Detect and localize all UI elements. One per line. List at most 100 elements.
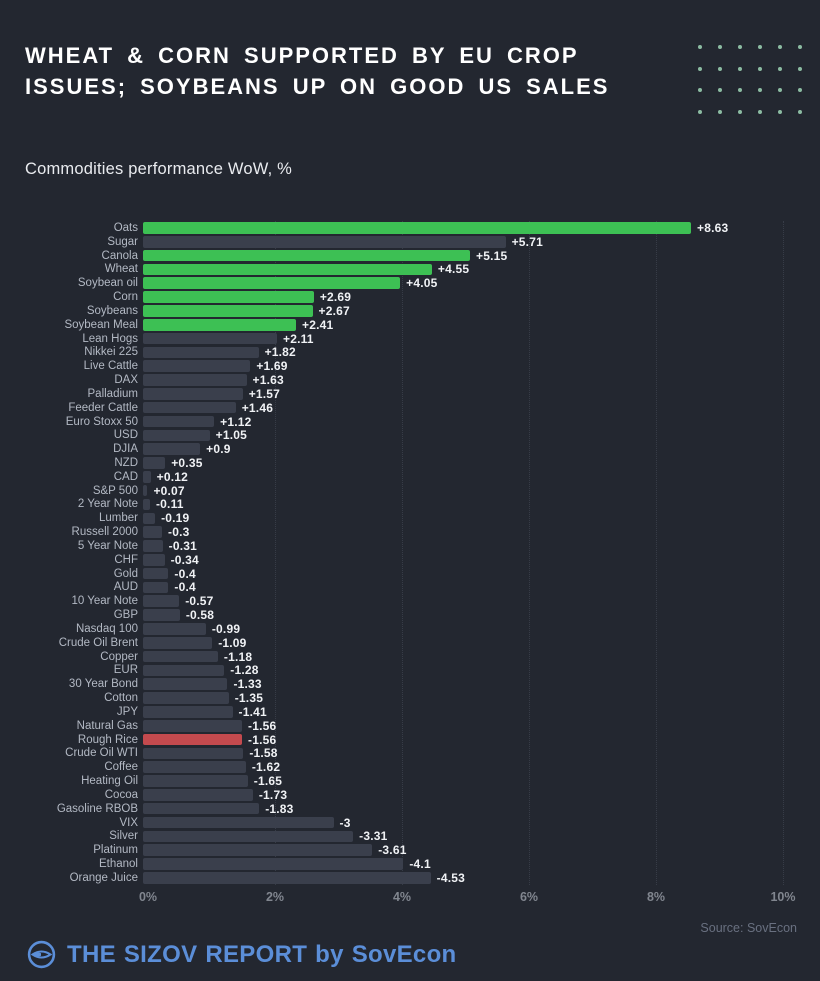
- chart-row: CHF -0.34: [25, 553, 795, 567]
- dot-icon: [778, 66, 782, 71]
- chart-row: Sugar +5.71: [25, 235, 795, 249]
- dot-icon: [738, 45, 742, 49]
- bar-track: +0.35: [143, 456, 778, 470]
- bar-track: +0.9: [143, 442, 778, 456]
- bar-gray: [143, 540, 163, 552]
- x-tick-label: 6%: [519, 890, 539, 904]
- bar-track: -1.62: [143, 760, 778, 774]
- chart-row: Cotton -1.35: [25, 691, 795, 705]
- category-label: Live Cattle: [83, 360, 138, 373]
- bar-gray: [143, 636, 213, 649]
- title-line-1: WHEAT & CORN SUPPORTED BY EU CROP: [25, 43, 579, 68]
- chart-row: GBP -0.58: [25, 608, 795, 622]
- bar-gray: [143, 401, 236, 414]
- chart-row: Platinum -3.61: [25, 843, 795, 857]
- x-tick-label: 4%: [392, 890, 412, 904]
- category-label: DJIA: [113, 443, 138, 456]
- category-label: USD: [113, 429, 138, 442]
- bar-track: -3.31: [143, 829, 778, 843]
- category-label: 30 Year Bond: [68, 678, 138, 691]
- category-label: Silver: [109, 830, 138, 843]
- category-label: 5 Year Note: [77, 539, 138, 552]
- category-label: VIX: [119, 816, 138, 829]
- value-label: -1.83: [265, 801, 294, 816]
- category-label: Euro Stoxx 50: [65, 415, 138, 428]
- bar-track: +1.57: [143, 387, 778, 401]
- bar-track: -0.57: [143, 594, 778, 608]
- category-label: Copper: [100, 650, 138, 663]
- bar-gray: [143, 595, 180, 608]
- value-label: -1.56: [248, 718, 277, 733]
- chart-row: Wheat +4.55: [25, 262, 795, 276]
- dot-icon: [778, 88, 782, 92]
- bar-gray: [143, 664, 225, 677]
- chart-row: JPY -1.41: [25, 705, 795, 719]
- dot-icon: [718, 66, 722, 71]
- chart-row: CAD +0.12: [25, 470, 795, 484]
- chart-row: Gold -0.4: [25, 567, 795, 581]
- bar-track: -1.09: [143, 636, 778, 650]
- bar-track: -0.4: [143, 567, 778, 581]
- bar-track: +1.05: [143, 428, 778, 442]
- bar-gray: [143, 678, 228, 691]
- category-label: AUD: [113, 581, 138, 594]
- value-label: -1.58: [249, 746, 278, 761]
- value-label: +5.15: [476, 248, 508, 263]
- chart-row: NZD +0.35: [25, 456, 795, 470]
- bar-gray: [143, 443, 201, 455]
- bar-green: [143, 222, 691, 234]
- value-label: +1.82: [264, 345, 296, 360]
- chart-row: Orange Juice -4.53: [25, 871, 795, 885]
- bar-track: -1.73: [143, 788, 778, 802]
- value-label: +4.55: [437, 262, 470, 277]
- bar-gray: [143, 844, 373, 856]
- bar-track: -1.33: [143, 677, 778, 691]
- bar-track: +5.71: [143, 235, 778, 249]
- bar-gray: [143, 567, 169, 580]
- x-tick-label: 10%: [770, 890, 796, 904]
- dot-icon: [758, 45, 762, 49]
- commodities-bar-chart: Oats +8.63 Sugar +5.71 Canola +5.15 Wheat +4.55…: [25, 220, 796, 904]
- category-label: Wheat: [104, 263, 138, 276]
- value-label: -1.56: [248, 732, 277, 747]
- dot-icon: [718, 45, 722, 49]
- category-label: Cotton: [104, 692, 138, 705]
- bar-track: -1.65: [143, 774, 778, 788]
- category-label: Cocoa: [104, 788, 138, 801]
- chart-row: VIX -3: [25, 816, 795, 830]
- bar-gray: [143, 457, 166, 469]
- value-label: -0.57: [185, 594, 214, 609]
- x-tick-label: 8%: [646, 890, 666, 904]
- chart-row: Live Cattle +1.69: [25, 359, 795, 373]
- chart-subtitle: Commodities performance WoW, %: [25, 160, 293, 178]
- chart-row: Palladium +1.57: [25, 387, 795, 401]
- category-label: Nikkei 225: [84, 346, 138, 359]
- value-label: +2.67: [318, 303, 350, 318]
- value-label: +8.63: [697, 220, 729, 235]
- value-label: -1.73: [258, 787, 288, 802]
- bar-track: -1.35: [143, 691, 778, 705]
- value-label: -1.18: [223, 649, 253, 664]
- category-label: Gasoline RBOB: [56, 802, 138, 815]
- chart-row: Soybean oil +4.05: [25, 276, 795, 290]
- dot-icon: [758, 109, 762, 114]
- bar-track: +4.55: [143, 262, 778, 276]
- dot-icon: [738, 66, 742, 71]
- dot-icon: [798, 88, 802, 92]
- category-label: 2 Year Note: [77, 498, 138, 511]
- dot-icon: [738, 88, 742, 92]
- bar-gray: [143, 609, 180, 621]
- chart-row: Soybean Meal +2.41: [25, 318, 795, 332]
- dot-icon: [698, 45, 702, 49]
- bar-track: -3: [143, 816, 778, 830]
- dot-icon: [718, 88, 722, 92]
- bar-gray: [143, 526, 163, 538]
- chart-row: Crude Oil Brent -1.09: [25, 636, 795, 650]
- category-label: Corn: [113, 291, 138, 304]
- chart-row: Russell 2000 -0.3: [25, 525, 795, 539]
- bar-track: -0.58: [143, 608, 778, 622]
- bar-track: +2.67: [143, 304, 778, 318]
- x-tick-label: 2%: [265, 890, 285, 904]
- chart-row: S&P 500 +0.07: [25, 484, 795, 498]
- chart-row: Crude Oil WTI -1.58: [25, 746, 795, 760]
